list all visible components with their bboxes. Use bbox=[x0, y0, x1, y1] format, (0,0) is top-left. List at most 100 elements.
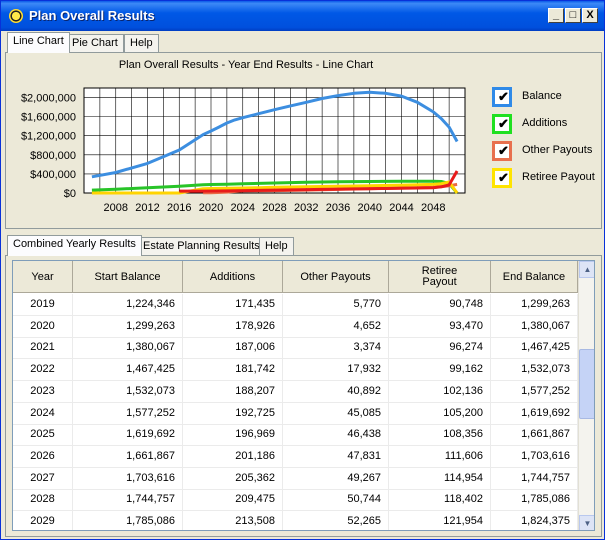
tab-estate-planning-results[interactable]: Estate Planning Results bbox=[137, 237, 266, 255]
balance-checkbox[interactable]: ✔ bbox=[492, 87, 512, 107]
table-cell: 178,926 bbox=[183, 315, 283, 338]
maximize-button[interactable]: □ bbox=[565, 8, 581, 23]
header-retiree-payout[interactable]: Retiree Payout bbox=[389, 261, 491, 293]
tab-help-results[interactable]: Help bbox=[259, 237, 294, 255]
header-start-balance[interactable]: Start Balance bbox=[73, 261, 183, 293]
table-row[interactable]: 2019 1,224,346 171,435 5,770 90,748 1,299,263 bbox=[13, 294, 578, 316]
table-cell: 1,619,692 bbox=[73, 424, 183, 447]
check-icon: ✔ bbox=[498, 170, 509, 185]
title-bar[interactable]: Plan Overall Results _ □ X bbox=[1, 1, 604, 31]
table-cell: 45,085 bbox=[283, 402, 389, 425]
x-tick-label: 2020 bbox=[199, 202, 223, 214]
table-cell: 201,186 bbox=[183, 445, 283, 468]
other-payouts-checkbox[interactable]: ✔ bbox=[492, 141, 512, 161]
table-header: Year Start Balance Additions Other Payou… bbox=[13, 261, 578, 293]
check-icon: ✔ bbox=[498, 143, 509, 158]
legend-label-balance: Balance bbox=[522, 90, 562, 102]
tab-help[interactable]: Help bbox=[124, 34, 159, 52]
table-cell: 187,006 bbox=[183, 337, 283, 360]
table-cell: 2021 bbox=[13, 337, 73, 360]
table-row[interactable]: 2023 1,532,073 188,207 40,892 102,136 1,577,2… bbox=[13, 380, 578, 403]
table-cell: 2026 bbox=[13, 445, 73, 468]
table-cell: 1,619,692 bbox=[491, 402, 578, 425]
table-cell: 2024 bbox=[13, 402, 73, 425]
app-icon bbox=[9, 9, 23, 23]
table-cell: 1,224,346 bbox=[73, 294, 183, 316]
table-cell: 47,831 bbox=[283, 445, 389, 468]
x-tick-label: 2048 bbox=[421, 202, 445, 214]
table-cell: 17,932 bbox=[283, 359, 389, 382]
series-line-unnamed-4 bbox=[179, 170, 459, 193]
table-cell: 1,824,375 bbox=[491, 511, 578, 530]
table-cell: 40,892 bbox=[283, 380, 389, 403]
scroll-thumb[interactable] bbox=[579, 349, 594, 419]
table-cell: 1,577,252 bbox=[491, 380, 578, 403]
check-icon: ✔ bbox=[498, 89, 509, 104]
close-button[interactable]: X bbox=[582, 8, 598, 23]
table-cell: 1,703,616 bbox=[491, 445, 578, 468]
results-table[interactable]: Year Start Balance Additions Other Payou… bbox=[12, 260, 595, 531]
table-row[interactable]: 2021 1,380,067 187,006 3,374 96,274 1,467,425 bbox=[13, 337, 578, 360]
table-row[interactable]: 2028 1,744,757 209,475 50,744 118,402 1,785,0… bbox=[13, 489, 578, 512]
table-cell: 121,954 bbox=[389, 511, 491, 530]
table-row[interactable]: 2027 1,703,616 205,362 49,267 114,954 1,744,7… bbox=[13, 467, 578, 490]
table-cell: 192,725 bbox=[183, 402, 283, 425]
table-cell: 2020 bbox=[13, 315, 73, 338]
table-row[interactable]: 2029 1,785,086 213,508 52,265 121,954 1,824,3… bbox=[13, 511, 578, 530]
minimize-button[interactable]: _ bbox=[548, 8, 564, 23]
scroll-down-icon[interactable]: ▼ bbox=[579, 515, 594, 530]
table-cell: 181,742 bbox=[183, 359, 283, 382]
table-cell: 1,380,067 bbox=[491, 315, 578, 338]
table-row[interactable]: 2020 1,299,263 178,926 4,652 93,470 1,380,067 bbox=[13, 315, 578, 338]
table-cell: 105,200 bbox=[389, 402, 491, 425]
results-tabs: Combined Yearly Results Estate Planning … bbox=[7, 235, 327, 256]
header-end-balance[interactable]: End Balance bbox=[491, 261, 578, 293]
x-tick-label: 2040 bbox=[358, 202, 382, 214]
table-cell: 49,267 bbox=[283, 467, 389, 490]
series-line-retiree-payout bbox=[91, 180, 459, 195]
header-additions[interactable]: Additions bbox=[183, 261, 283, 293]
legend-label-additions: Additions bbox=[522, 117, 568, 129]
table-cell: 2029 bbox=[13, 511, 73, 530]
table-cell: 171,435 bbox=[183, 294, 283, 316]
header-year[interactable]: Year bbox=[13, 261, 73, 293]
table-row[interactable]: 2024 1,577,252 192,725 45,085 105,200 1,619,6… bbox=[13, 402, 578, 425]
x-tick-label: 2012 bbox=[135, 202, 159, 214]
series-line-additions bbox=[91, 179, 459, 194]
retiree-payout-checkbox[interactable]: ✔ bbox=[492, 168, 512, 188]
table-cell: 118,402 bbox=[389, 489, 491, 512]
table-cell: 1,661,867 bbox=[73, 445, 183, 468]
table-row[interactable]: 2026 1,661,867 201,186 47,831 111,606 1,703,6… bbox=[13, 445, 578, 468]
table-cell: 90,748 bbox=[389, 294, 491, 316]
table-cell: 3,374 bbox=[283, 337, 389, 360]
scroll-up-icon[interactable]: ▲ bbox=[579, 261, 594, 278]
y-tick-label: $800,000 bbox=[30, 150, 76, 162]
table-cell: 1,467,425 bbox=[73, 359, 183, 382]
vertical-scrollbar[interactable]: ▲ ▼ bbox=[578, 261, 594, 530]
table-row[interactable]: 2025 1,619,692 196,969 46,438 108,356 1,661,8… bbox=[13, 424, 578, 447]
x-tick-label: 2044 bbox=[389, 202, 413, 214]
table-cell: 188,207 bbox=[183, 380, 283, 403]
tab-combined-yearly-results[interactable]: Combined Yearly Results bbox=[7, 235, 142, 256]
table-cell: 1,744,757 bbox=[491, 467, 578, 490]
table-cell: 2019 bbox=[13, 294, 73, 316]
table-cell: 93,470 bbox=[389, 315, 491, 338]
x-tick-label: 2016 bbox=[167, 202, 191, 214]
tab-pie-chart[interactable]: Pie Chart bbox=[66, 34, 124, 52]
tab-line-chart[interactable]: Line Chart bbox=[7, 32, 70, 53]
x-tick-label: 2028 bbox=[262, 202, 286, 214]
table-cell: 99,162 bbox=[389, 359, 491, 382]
table-cell: 2022 bbox=[13, 359, 73, 382]
table-row[interactable]: 2022 1,467,425 181,742 17,932 99,162 1,532,07… bbox=[13, 359, 578, 382]
header-other-payouts[interactable]: Other Payouts bbox=[283, 261, 389, 293]
x-tick-label: 2024 bbox=[231, 202, 255, 214]
chart-tabs: Line Chart Pie Chart Help bbox=[7, 32, 307, 53]
table-cell: 4,652 bbox=[283, 315, 389, 338]
table-cell: 1,785,086 bbox=[73, 511, 183, 530]
table-cell: 108,356 bbox=[389, 424, 491, 447]
y-tick-label: $400,000 bbox=[30, 169, 76, 181]
table-cell: 1,532,073 bbox=[491, 359, 578, 382]
table-cell: 1,661,867 bbox=[491, 424, 578, 447]
additions-checkbox[interactable]: ✔ bbox=[492, 114, 512, 134]
table-cell: 1,577,252 bbox=[73, 402, 183, 425]
